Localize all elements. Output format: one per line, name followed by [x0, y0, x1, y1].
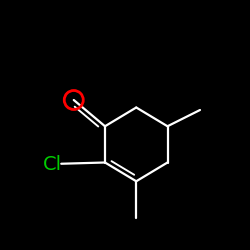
Text: Cl: Cl: [43, 156, 62, 174]
